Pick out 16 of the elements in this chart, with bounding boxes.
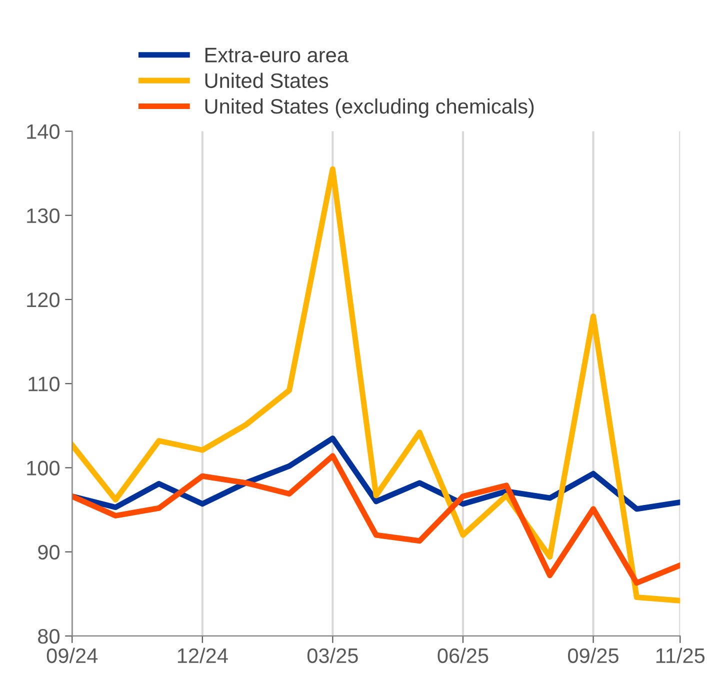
y-tick-label: 90 bbox=[38, 544, 60, 560]
legend-label: Extra-euro area bbox=[205, 48, 348, 62]
x-tick-label: 09/25 bbox=[568, 648, 618, 664]
x-tick-label: 11/25 bbox=[656, 648, 705, 664]
legend-label: United States (excluding chemicals) bbox=[205, 98, 534, 118]
y-tick-label: 80 bbox=[38, 628, 60, 644]
y-tick-label: 100 bbox=[27, 460, 60, 476]
y-tick-label: 110 bbox=[28, 376, 60, 392]
legend-label: United States bbox=[205, 72, 328, 88]
x-tick-label: 03/25 bbox=[307, 648, 358, 664]
y-tick-label: 130 bbox=[27, 208, 60, 224]
y-tick-label: 120 bbox=[27, 292, 60, 308]
x-tick-label: 09/24 bbox=[46, 648, 98, 664]
x-tick-label: 06/25 bbox=[438, 648, 488, 664]
y-tick-label: 140 bbox=[27, 124, 60, 139]
x-tick-label: 12/24 bbox=[178, 648, 228, 664]
